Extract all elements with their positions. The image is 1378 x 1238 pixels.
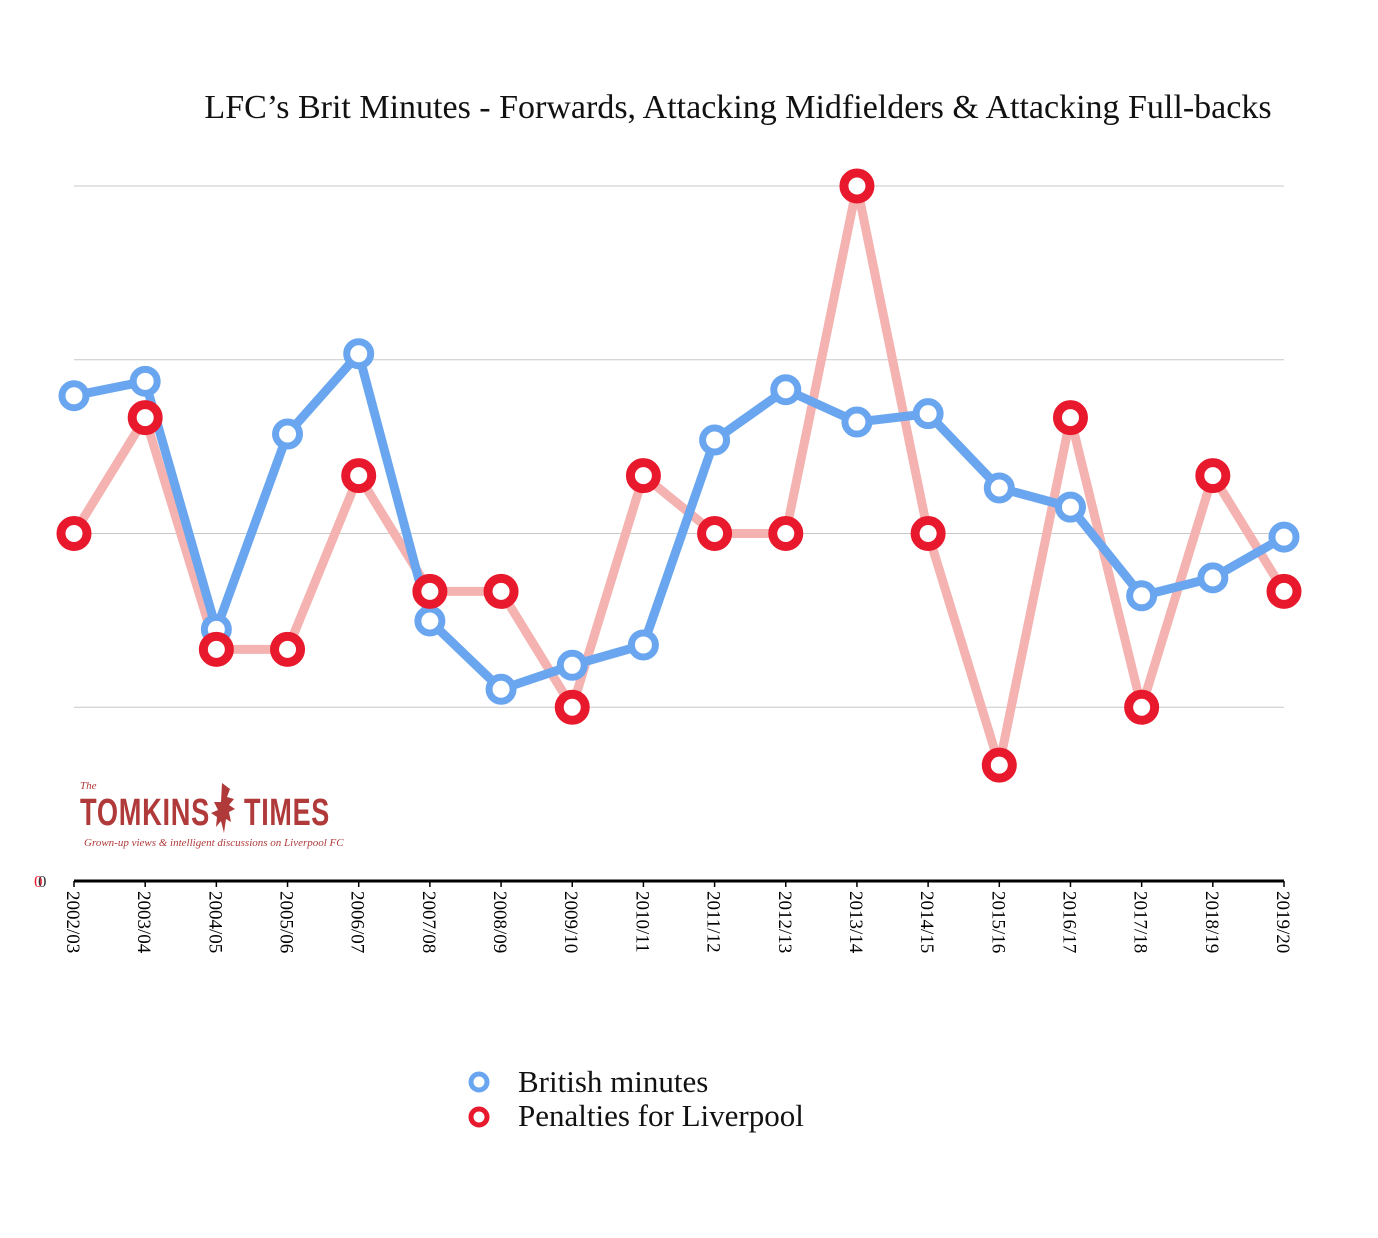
data-point-british-minutes	[1197, 562, 1229, 594]
y-axis-zero-label-penalties: 0	[34, 872, 43, 891]
data-point-british-minutes	[414, 605, 446, 637]
x-tick-label: 2017/18	[1130, 891, 1151, 953]
data-point-penalties	[341, 458, 377, 494]
legend-marker-british-minutes	[468, 1071, 490, 1093]
x-tick-label: 2016/17	[1058, 891, 1079, 953]
legend-marker-penalties	[468, 1106, 490, 1128]
data-point-british-minutes	[770, 374, 802, 406]
data-point-british-minutes	[1268, 521, 1300, 553]
y-axis-zero-label-british: 0	[38, 872, 47, 891]
data-point-penalties	[697, 516, 733, 551]
series-line-penalties	[69, 181, 1289, 770]
x-tick-label: 2015/16	[987, 891, 1008, 953]
data-point-penalties	[412, 573, 448, 609]
x-tick-label: 2009/10	[560, 891, 581, 953]
liverbird-icon	[211, 783, 235, 833]
data-point-penalties	[198, 631, 234, 667]
x-tick-label: 2007/08	[418, 891, 439, 953]
tomkins-times-logo: The TOMKINS TIMES Grown-up views & intel…	[80, 780, 344, 849]
logo-tagline: Grown-up views & intelligent discussions…	[84, 837, 344, 849]
x-tick-label: 2006/07	[347, 891, 368, 953]
data-point-penalties	[483, 573, 519, 609]
legend-label-british-minutes: British minutes	[518, 1064, 708, 1099]
legend-label-penalties: Penalties for Liverpool	[518, 1098, 804, 1133]
x-tick-label: 2012/13	[774, 891, 795, 953]
data-point-british-minutes	[912, 398, 944, 430]
gridlines	[74, 185, 1284, 708]
data-point-penalties	[981, 747, 1017, 783]
x-tick-label: 2013/14	[845, 891, 866, 954]
data-point-penalties	[554, 689, 590, 725]
series-points	[56, 168, 1302, 783]
data-point-penalties	[1266, 573, 1302, 609]
x-tick-label: 2005/06	[276, 891, 297, 953]
x-tick-label: 2011/12	[703, 891, 724, 953]
data-point-british-minutes	[129, 365, 161, 397]
data-point-penalties	[270, 631, 306, 667]
x-tick-label: 2008/09	[489, 891, 510, 953]
logo-small-text: The	[80, 780, 97, 792]
data-point-penalties	[839, 168, 875, 204]
x-tick-label: 2003/04	[133, 891, 154, 954]
data-point-british-minutes	[1126, 580, 1158, 612]
data-point-british-minutes	[343, 338, 375, 370]
data-point-penalties	[1052, 400, 1088, 436]
data-point-british-minutes	[983, 472, 1015, 504]
data-point-british-minutes	[556, 649, 588, 681]
x-tick-label: 2002/03	[62, 891, 83, 953]
data-point-penalties	[625, 458, 661, 494]
legend-item-british-minutes: British minutes	[468, 1064, 708, 1099]
data-point-penalties	[768, 516, 804, 551]
data-point-british-minutes	[627, 629, 659, 661]
data-point-penalties	[127, 400, 163, 436]
data-point-penalties	[1124, 689, 1160, 725]
x-tick-label: 2018/19	[1201, 891, 1222, 953]
data-point-british-minutes	[841, 406, 873, 438]
data-point-british-minutes	[272, 418, 304, 450]
data-point-british-minutes	[699, 424, 731, 456]
chart-title: LFC’s Brit Minutes - Forwards, Attacking…	[204, 89, 1271, 126]
legend: British minutes Penalties for Liverpool	[468, 1064, 804, 1133]
legend-item-penalties: Penalties for Liverpool	[468, 1098, 804, 1133]
series-line-british-minutes	[69, 349, 1289, 694]
data-point-british-minutes	[58, 380, 90, 412]
x-axis-ticks: 2002/03 2003/04 2004/05 2005/06 2006/07 2007/…	[62, 881, 1293, 954]
data-point-penalties	[910, 516, 946, 551]
logo-word-times: TIMES	[244, 792, 330, 834]
y-axis-zero-labels: 0 0	[34, 872, 47, 891]
x-tick-label: 2004/05	[204, 891, 225, 953]
x-tick-label: 2019/20	[1272, 891, 1293, 953]
data-point-british-minutes	[1054, 491, 1086, 523]
series-lines	[69, 181, 1289, 770]
data-point-penalties	[56, 516, 92, 551]
x-tick-label: 2010/11	[631, 891, 652, 953]
data-point-penalties	[1195, 458, 1231, 494]
data-point-british-minutes	[485, 673, 517, 705]
x-tick-label: 2014/15	[916, 891, 937, 953]
logo-word-tomkins: TOMKINS	[80, 792, 210, 834]
